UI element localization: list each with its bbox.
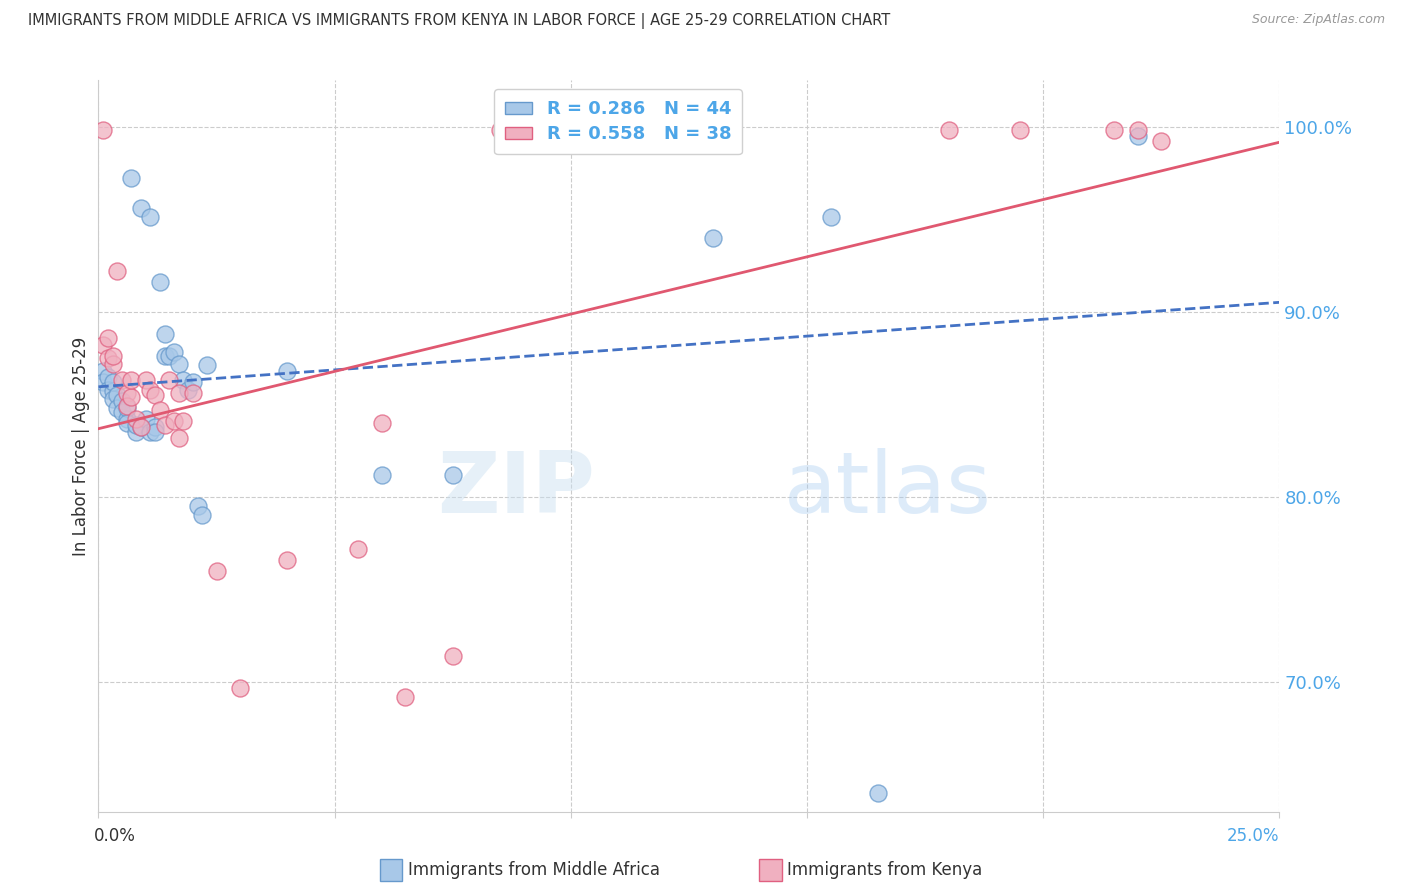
Point — [121, 171, 143, 186]
Point — [181, 386, 204, 401]
Point — [121, 373, 143, 387]
Point — [97, 383, 120, 397]
Point — [143, 419, 166, 434]
Point — [1126, 128, 1149, 143]
Point — [111, 373, 134, 387]
Text: Immigrants from Kenya: Immigrants from Kenya — [787, 861, 983, 879]
Point — [101, 375, 124, 389]
Point — [125, 412, 148, 426]
Point — [1150, 135, 1173, 149]
Point — [560, 128, 582, 143]
Point — [163, 345, 186, 359]
Point — [441, 649, 464, 664]
Point — [143, 388, 166, 402]
Point — [91, 375, 114, 389]
Point — [91, 364, 114, 378]
Point — [167, 357, 190, 371]
Point — [139, 425, 162, 439]
Point — [187, 499, 209, 513]
Point — [97, 331, 120, 345]
Point — [177, 383, 200, 397]
Point — [139, 211, 162, 225]
Point — [1008, 123, 1031, 137]
Point — [91, 338, 114, 352]
Point — [371, 416, 394, 430]
Point — [181, 375, 204, 389]
Point — [938, 123, 960, 137]
Point — [125, 417, 148, 432]
Legend: R = 0.286   N = 44, R = 0.558   N = 38: R = 0.286 N = 44, R = 0.558 N = 38 — [494, 89, 742, 154]
Point — [105, 401, 128, 415]
Point — [115, 412, 138, 426]
Point — [153, 326, 176, 341]
Point — [195, 359, 218, 373]
Text: Source: ZipAtlas.com: Source: ZipAtlas.com — [1251, 13, 1385, 27]
Point — [115, 399, 138, 413]
Point — [101, 349, 124, 363]
Point — [149, 403, 172, 417]
Point — [163, 414, 186, 428]
Point — [129, 419, 152, 434]
Point — [276, 364, 298, 378]
Point — [347, 541, 370, 556]
Point — [702, 230, 724, 244]
Y-axis label: In Labor Force | Age 25-29: In Labor Force | Age 25-29 — [72, 336, 90, 556]
Point — [153, 417, 176, 432]
Point — [866, 786, 889, 800]
Point — [153, 349, 176, 363]
Point — [97, 351, 120, 365]
Point — [91, 123, 114, 137]
Point — [115, 401, 138, 415]
Point — [121, 390, 143, 404]
Point — [820, 211, 842, 225]
Point — [394, 690, 416, 704]
Point — [111, 405, 134, 419]
Point — [1102, 123, 1125, 137]
Point — [125, 425, 148, 439]
Point — [441, 467, 464, 482]
Point — [135, 373, 157, 387]
Text: ZIP: ZIP — [437, 449, 595, 532]
Point — [1126, 123, 1149, 137]
Point — [276, 553, 298, 567]
Point — [111, 393, 134, 408]
Text: Immigrants from Middle Africa: Immigrants from Middle Africa — [408, 861, 659, 879]
Point — [371, 467, 394, 482]
Point — [167, 431, 190, 445]
Text: atlas: atlas — [783, 449, 991, 532]
Point — [115, 416, 138, 430]
Point — [143, 425, 166, 439]
Point — [205, 564, 228, 578]
Point — [101, 392, 124, 406]
Point — [172, 414, 194, 428]
Point — [167, 386, 190, 401]
Point — [101, 357, 124, 371]
Point — [101, 384, 124, 399]
Point — [105, 388, 128, 402]
Point — [172, 373, 194, 387]
Point — [115, 386, 138, 401]
Point — [229, 681, 252, 695]
Point — [191, 508, 214, 523]
Point — [489, 123, 512, 137]
Point — [97, 369, 120, 384]
Text: 25.0%: 25.0% — [1227, 827, 1279, 845]
Point — [135, 412, 157, 426]
Point — [157, 373, 180, 387]
Point — [157, 349, 180, 363]
Point — [105, 264, 128, 278]
Point — [129, 419, 152, 434]
Text: 0.0%: 0.0% — [94, 827, 135, 845]
Point — [129, 201, 152, 215]
Point — [139, 383, 162, 397]
Point — [149, 275, 172, 289]
Text: IMMIGRANTS FROM MIDDLE AFRICA VS IMMIGRANTS FROM KENYA IN LABOR FORCE | AGE 25-2: IMMIGRANTS FROM MIDDLE AFRICA VS IMMIGRA… — [28, 13, 890, 29]
